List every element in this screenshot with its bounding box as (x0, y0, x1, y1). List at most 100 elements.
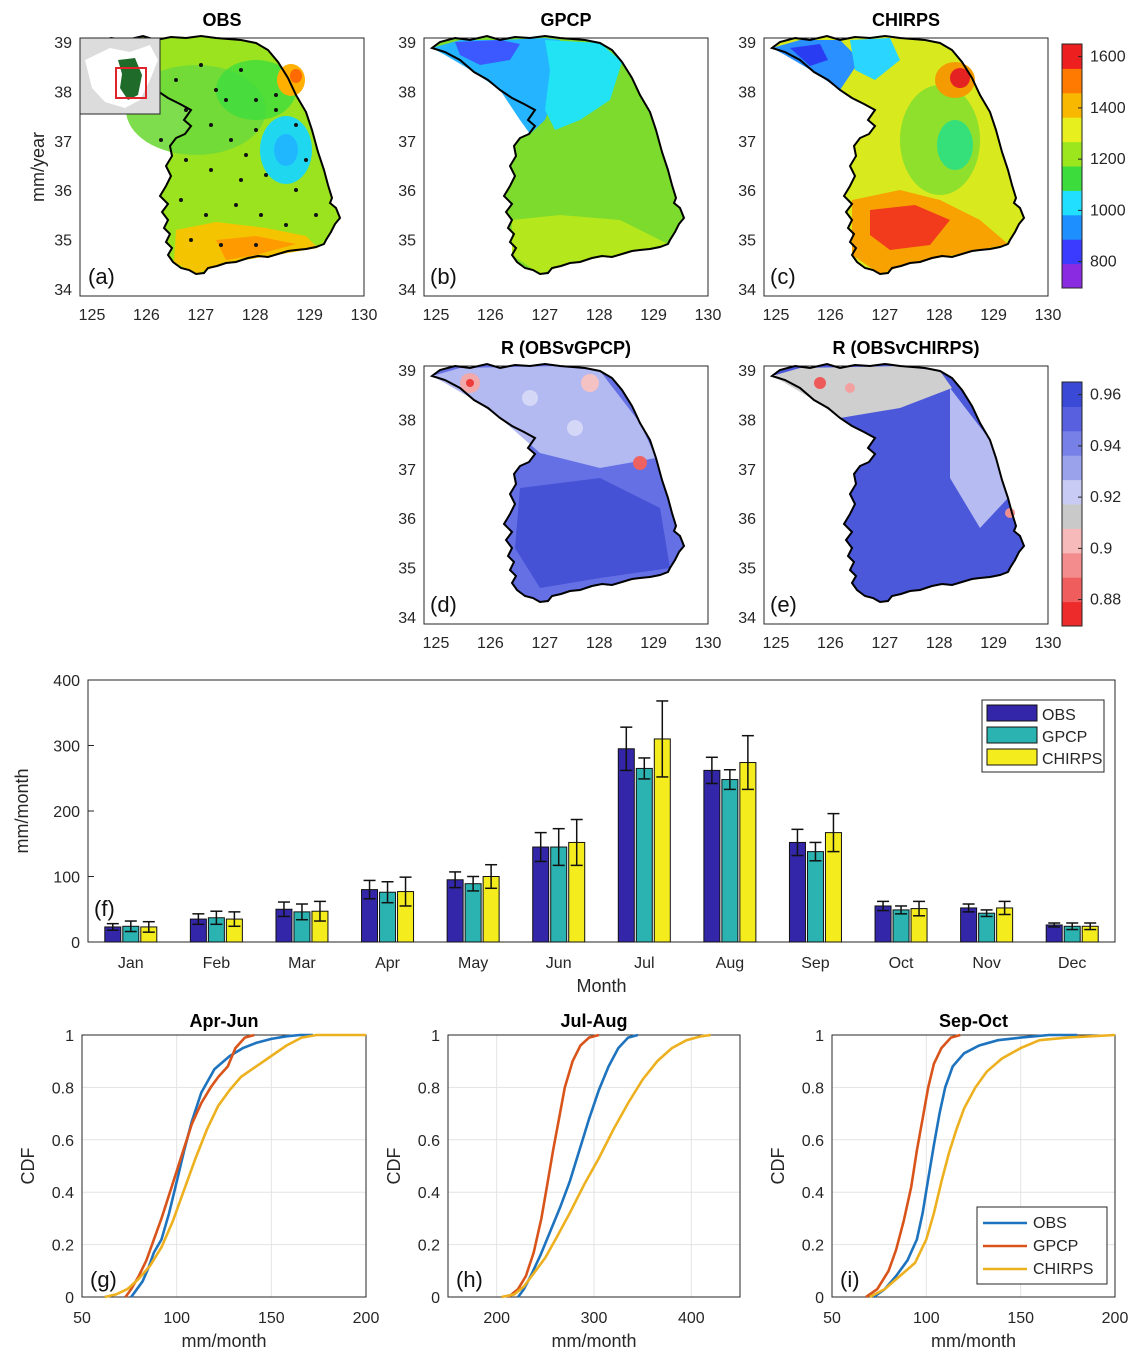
bar-gpcp (978, 912, 996, 943)
map-lon-tick: 127 (531, 307, 558, 324)
x-tick-label: Jun (546, 955, 572, 972)
panel-letter-d: (d) (430, 592, 457, 617)
y-tick-label: 400 (53, 673, 80, 690)
y-axis-label: CDF (384, 1148, 404, 1185)
colorbar-tick-label: 1000 (1090, 202, 1126, 219)
map-lat-tick: 36 (398, 511, 416, 528)
map-lon-tick: 127 (871, 635, 898, 652)
map-lat-tick: 35 (738, 561, 756, 578)
x-axis-label: mm/month (181, 1331, 266, 1351)
y-axis-label: CDF (18, 1148, 38, 1185)
map-lat-tick: 36 (54, 183, 72, 200)
map-lon-tick: 127 (187, 307, 214, 324)
x-axis-label: mm/month (931, 1331, 1016, 1351)
panel-letter-f: (f) (94, 896, 115, 921)
bar-obs (788, 841, 806, 943)
bar-gpcp (464, 883, 482, 943)
map-lon-tick: 130 (695, 635, 722, 652)
x-tick-label: Sep (801, 955, 830, 972)
y-axis-label: mm/month (12, 768, 32, 853)
map-lon-tick: 128 (586, 307, 613, 324)
colorbar-frame (1061, 43, 1083, 289)
map-lat-tick: 37 (398, 134, 416, 151)
map-lat-tick: 34 (398, 282, 416, 299)
y-tick-label: 0.8 (802, 1080, 824, 1097)
map-lon-tick: 125 (423, 635, 450, 652)
y-tick-label: 0.8 (418, 1080, 440, 1097)
map-lat-tick: 39 (54, 35, 72, 52)
colorbar-swatch (1062, 528, 1082, 554)
y-tick-label: 0.6 (802, 1133, 824, 1150)
cdf-panel-letter: (g) (90, 1267, 117, 1292)
bar-obs (960, 907, 978, 943)
map-lat-tick: 36 (738, 183, 756, 200)
panel-letter-e: (e) (770, 592, 797, 617)
y-tick-label: 1 (65, 1028, 74, 1045)
colorbar-tick-label: 1400 (1090, 100, 1126, 117)
map-lat-tick: 35 (54, 233, 72, 250)
map-lat-tick: 37 (398, 462, 416, 479)
colorbar-swatch (1062, 92, 1082, 118)
y-tick-label: 0.2 (52, 1238, 74, 1255)
x-axis-label: mm/month (551, 1331, 636, 1351)
legend-swatch (986, 748, 1038, 766)
map-lon-tick: 125 (763, 635, 790, 652)
panel-letter-b: (b) (430, 264, 457, 289)
map-title-chirps: CHIRPS (872, 10, 940, 30)
map-lat-tick: 38 (54, 84, 72, 101)
map-lon-tick: 127 (871, 307, 898, 324)
colorbar-frame (1061, 381, 1083, 627)
map-lon-tick: 126 (133, 307, 160, 324)
colorbar-swatch (1062, 479, 1082, 505)
map-lat-tick: 34 (738, 610, 756, 627)
map-lon-tick: 127 (531, 635, 558, 652)
map-lon-tick: 125 (423, 307, 450, 324)
x-tick-label: 150 (258, 1310, 285, 1327)
map-lon-tick: 128 (586, 635, 613, 652)
legend-label: CHIRPS (1042, 751, 1102, 768)
map-lat-tick: 39 (398, 35, 416, 52)
map-panel-obs (79, 35, 365, 297)
colorbar-swatch (1062, 214, 1082, 240)
map-lon-tick: 128 (926, 307, 953, 324)
colorbar-swatch (1062, 117, 1082, 143)
cdf-line-obs (517, 1033, 639, 1298)
cdf-line-gpcp (124, 1033, 255, 1298)
map-lon-tick: 130 (1035, 307, 1062, 324)
legend-swatch (986, 726, 1038, 744)
y-tick-label: 0 (71, 935, 80, 952)
bar-gpcp (721, 779, 739, 943)
map-lon-tick: 126 (477, 635, 504, 652)
x-tick-label: Nov (972, 955, 1000, 972)
map-lat-tick: 37 (738, 462, 756, 479)
map-lat-tick: 37 (738, 134, 756, 151)
map-title-r-gpcp: R (OBSvGPCP) (501, 338, 631, 358)
colorbar-swatch (1062, 406, 1082, 432)
map-lat-tick: 35 (398, 233, 416, 250)
colorbar-swatch (1062, 44, 1082, 69)
map-lat-tick: 34 (738, 282, 756, 299)
map-panel-chirps (763, 35, 1049, 297)
map-panel-r-gpcp (423, 363, 709, 625)
x-tick-label: 50 (73, 1310, 91, 1327)
x-tick-label: Aug (716, 955, 744, 972)
x-tick-label: May (458, 955, 488, 972)
map-ylabel: mm/year (28, 132, 48, 202)
map-title-obs: OBS (202, 10, 241, 30)
map-lon-tick: 126 (817, 635, 844, 652)
x-tick-label: 150 (1007, 1310, 1034, 1327)
colorbar-swatch (1062, 382, 1082, 407)
y-tick-label: 0.2 (418, 1238, 440, 1255)
map-lon-tick: 129 (640, 635, 667, 652)
colorbar-tick-label: 0.9 (1090, 540, 1112, 557)
map-lon-tick: 128 (242, 307, 269, 324)
x-tick-label: 50 (823, 1310, 841, 1327)
colorbar-swatch (1062, 263, 1082, 289)
legend-label: GPCP (1033, 1238, 1078, 1255)
colorbar-swatch (1062, 504, 1082, 529)
colorbar-swatch (1062, 577, 1082, 603)
x-tick-label: 200 (353, 1310, 380, 1327)
cdf-panel-sep-oct: 50 100 150 200 0 0.2 0.4 0.6 0.8 1 Sep-Oct (i) mm/mo… (768, 1011, 1128, 1351)
y-tick-label: 0 (815, 1290, 824, 1307)
